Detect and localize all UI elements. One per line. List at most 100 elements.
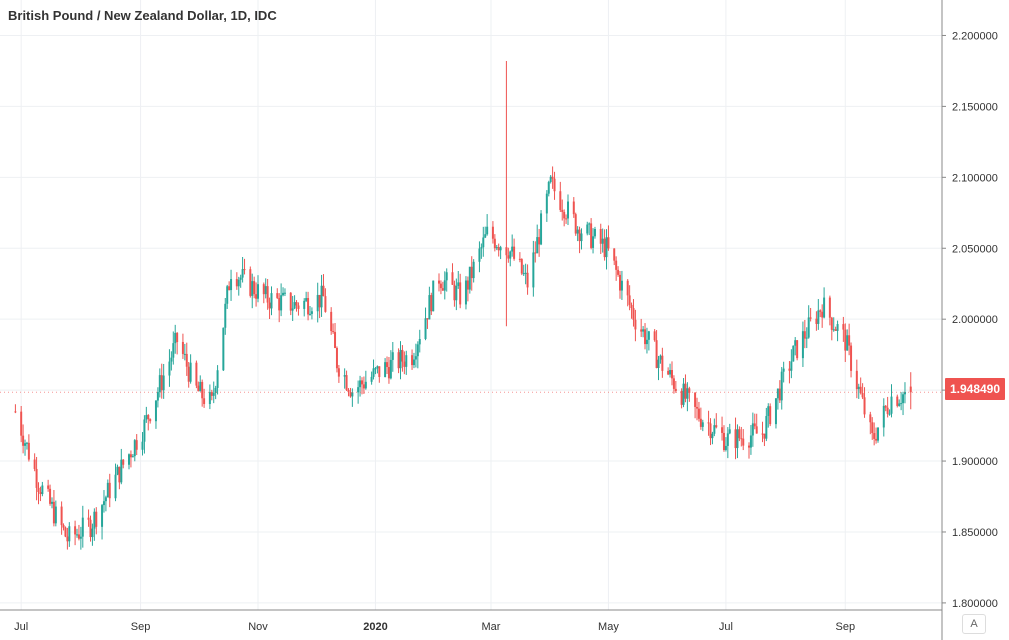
candle-body: [863, 397, 866, 415]
candle-body: [900, 403, 903, 405]
candle-body: [122, 459, 125, 465]
candle-body: [871, 422, 874, 434]
candle-body: [526, 272, 529, 288]
candle-body: [753, 423, 756, 427]
candle-body: [776, 388, 779, 399]
x-tick-label: Jul: [719, 621, 733, 633]
candle-body: [345, 375, 348, 390]
candle-body: [243, 269, 246, 271]
candle-body: [176, 332, 179, 342]
candle-body: [201, 381, 204, 399]
candle-body: [203, 398, 206, 405]
candle-body: [749, 435, 752, 448]
candle-body: [861, 393, 864, 398]
candle-body: [696, 406, 699, 409]
candle-body: [104, 497, 107, 502]
candle-body: [280, 295, 283, 311]
candle-body: [343, 375, 346, 377]
candle-body: [619, 274, 621, 291]
candle-body: [224, 303, 227, 328]
x-tick-label: 2020: [363, 621, 387, 633]
candle-body: [709, 423, 712, 439]
candle-body: [628, 295, 631, 305]
candle-body: [796, 340, 799, 359]
y-tick-label: 2.000000: [952, 314, 998, 326]
candle-body: [347, 389, 350, 393]
candle-body: [707, 422, 710, 424]
candle-body: [443, 280, 446, 291]
candle-body: [620, 280, 623, 291]
candle-body: [580, 233, 583, 242]
candle-body: [459, 282, 462, 305]
candle-body: [141, 441, 144, 450]
candle-body: [351, 392, 354, 397]
candle-body: [430, 295, 433, 312]
candle-body: [131, 456, 134, 458]
candle-body: [87, 517, 90, 520]
candle-body: [873, 433, 876, 439]
candle-body: [174, 332, 177, 344]
candle-body: [846, 335, 849, 351]
candle-body: [593, 229, 596, 237]
candle-body: [511, 246, 514, 252]
candle-body: [441, 288, 444, 291]
candle-body: [493, 238, 496, 249]
candle-body: [156, 392, 159, 401]
candle-body: [372, 368, 375, 377]
candle-body: [251, 281, 254, 296]
candle-body: [830, 317, 833, 330]
candle-body: [859, 386, 862, 394]
candle-body: [877, 427, 880, 441]
candle-body: [76, 534, 79, 536]
candle-body: [158, 375, 161, 393]
candle-body: [886, 407, 889, 414]
candle-body: [349, 392, 352, 397]
candle-body: [740, 438, 743, 440]
candle-body: [817, 310, 820, 324]
candle-body: [884, 405, 887, 408]
candle-body: [81, 517, 84, 537]
candle-body: [642, 329, 645, 332]
candle-body: [283, 292, 286, 294]
candle-body: [815, 318, 818, 324]
candle-body: [37, 487, 40, 493]
candle-body: [738, 429, 741, 439]
candle-body: [532, 252, 535, 288]
candle-body: [640, 329, 643, 332]
candle-body: [305, 298, 308, 301]
candle-body: [632, 308, 635, 320]
candle-body: [264, 286, 267, 295]
auto-scale-button[interactable]: A: [962, 614, 986, 634]
candle-body: [335, 347, 338, 369]
candle-body: [767, 406, 770, 417]
candle-body: [672, 378, 675, 389]
candle-body: [699, 418, 702, 427]
candle-body: [376, 366, 379, 369]
candle-body: [592, 236, 595, 248]
candle-body: [39, 492, 42, 495]
candle-body: [291, 308, 294, 311]
candle-body: [360, 380, 363, 385]
candle-body: [715, 425, 718, 428]
candle-body: [534, 252, 537, 254]
candle-body: [262, 284, 265, 295]
candle-body: [890, 396, 893, 414]
candle-body: [108, 482, 111, 499]
candle-body: [478, 248, 481, 262]
candle-body: [507, 255, 510, 259]
candle-body: [674, 388, 677, 392]
candle-body: [774, 398, 777, 425]
candle-body: [307, 298, 310, 315]
candle-body: [682, 383, 685, 405]
candle-body: [289, 292, 292, 311]
candle-body: [518, 258, 521, 260]
candle-body: [239, 277, 242, 280]
candle-body: [484, 234, 487, 238]
candle-body: [362, 384, 365, 389]
candle-body: [626, 280, 629, 296]
candle-body: [505, 247, 508, 256]
candle-body: [464, 280, 467, 305]
candle-body: [386, 362, 389, 368]
candle-body: [93, 511, 96, 529]
candle-body: [22, 435, 25, 446]
